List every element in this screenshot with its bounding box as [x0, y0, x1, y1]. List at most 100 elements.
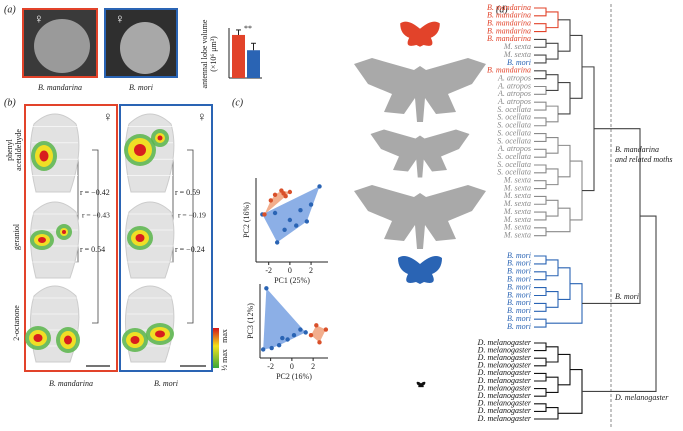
- branch: [582, 215, 657, 392]
- branch: [534, 227, 547, 237]
- leaf-label: B. mori: [507, 58, 531, 67]
- correlation: r = 0.59: [175, 188, 200, 197]
- branch: [558, 144, 571, 178]
- branch: [534, 403, 547, 412]
- panel-label: (d): [496, 4, 508, 15]
- point: [317, 340, 322, 345]
- branch: [582, 66, 595, 192]
- leaf-label: M. sexta: [503, 207, 531, 216]
- branch: [534, 195, 547, 205]
- x-tick-label: 0: [290, 362, 294, 371]
- panel-label: (c): [232, 97, 244, 108]
- leaf-label: D. melanogaster: [477, 361, 532, 370]
- leaf-label: B. mori: [507, 259, 531, 268]
- silhouette: [398, 256, 442, 284]
- silhouette: [400, 21, 440, 47]
- leaf-label: S. ocellata: [497, 105, 531, 114]
- activity: [39, 150, 49, 162]
- branch: [534, 271, 547, 281]
- leaf-label: D. melanogaster: [477, 406, 532, 415]
- leaf-label: B. mori: [507, 267, 531, 276]
- point: [291, 333, 297, 338]
- silhouette: [354, 58, 486, 122]
- y-axis-label: PC2 (16%): [242, 202, 251, 238]
- branch: [546, 42, 559, 60]
- group-label: D. melanogaster: [614, 393, 669, 402]
- leaf-label: D. melanogaster: [477, 338, 532, 347]
- lobe-image: [120, 22, 170, 74]
- x-tick-label: -2: [265, 266, 272, 275]
- odor-label: geraniol: [12, 223, 21, 250]
- activity: [33, 334, 43, 342]
- branch: [546, 74, 559, 91]
- point: [294, 223, 299, 228]
- branch: [546, 346, 559, 363]
- point: [274, 240, 280, 245]
- y-axis-label: PC3 (12%): [246, 303, 255, 339]
- hull: [263, 288, 306, 350]
- activity: [155, 330, 165, 338]
- leaf-label: D. melanogaster: [477, 414, 532, 423]
- y-axis-label: antennal lobe volume: [200, 19, 209, 88]
- point: [260, 347, 266, 352]
- caption: B. mori: [154, 379, 178, 388]
- leaf-label: B. mori: [507, 322, 531, 331]
- y-axis-label: (×10⁶ μm³): [209, 36, 218, 72]
- point: [323, 327, 329, 332]
- leaf-label: B. mandarina: [487, 34, 531, 43]
- correlation: r = −0.19: [178, 211, 206, 220]
- leaf-label: M. sexta: [503, 50, 531, 59]
- point: [298, 208, 303, 213]
- point: [298, 327, 303, 332]
- correlation: r = −0.43: [82, 211, 110, 220]
- activity: [130, 336, 140, 344]
- group-label: and related moths: [615, 155, 672, 164]
- branch: [558, 267, 571, 300]
- caption: B. mori: [129, 83, 153, 92]
- branch: [546, 259, 559, 277]
- leaf-label: D. melanogaster: [477, 391, 532, 400]
- leaf-label: S. ocellata: [497, 152, 531, 161]
- branch: [546, 283, 583, 324]
- branch: [534, 342, 547, 352]
- leaf-label: A. atropos: [497, 89, 531, 98]
- group-label: B. mori: [615, 292, 639, 301]
- branch: [534, 372, 547, 382]
- leaf-label: A. atropos: [497, 81, 531, 90]
- activity: [157, 135, 163, 141]
- panel-label: (a): [4, 4, 16, 15]
- point: [282, 227, 287, 232]
- female-symbol: ♀: [103, 109, 113, 124]
- branch: [534, 211, 547, 221]
- silhouette: [354, 185, 486, 249]
- branch: [546, 105, 559, 123]
- odor-label: 2-octanone: [12, 305, 21, 341]
- bar: [232, 34, 245, 78]
- point: [285, 337, 290, 342]
- branch: [546, 291, 559, 308]
- x-tick-label: 0: [288, 266, 292, 275]
- leaf-label: S. ocellata: [497, 121, 531, 130]
- leaf-label: D. melanogaster: [477, 368, 532, 377]
- branch: [534, 7, 547, 17]
- leaf-label: M. sexta: [503, 199, 531, 208]
- lobe-image: [34, 19, 90, 73]
- leaf-label: S. ocellata: [497, 113, 531, 122]
- leaf-label: D. melanogaster: [477, 345, 532, 354]
- leaf-label: B. mandarina: [487, 3, 531, 12]
- leaf-label: M. sexta: [503, 223, 531, 232]
- correlation: r = −0.42: [80, 188, 110, 197]
- branch: [534, 388, 547, 397]
- correlation: r = 0.54: [80, 245, 105, 254]
- branch: [570, 34, 583, 99]
- leaf-label: S. ocellata: [497, 128, 531, 137]
- hull: [262, 186, 320, 243]
- x-axis-label: PC1 (25%): [274, 276, 310, 285]
- leaf-label: S. ocellata: [497, 136, 531, 145]
- branch: [546, 11, 559, 29]
- leaf-label: B. mandarina: [487, 11, 531, 20]
- branch: [546, 136, 559, 154]
- leaf-label: A. atropos: [497, 144, 531, 153]
- branch: [534, 255, 547, 265]
- branch: [534, 318, 547, 328]
